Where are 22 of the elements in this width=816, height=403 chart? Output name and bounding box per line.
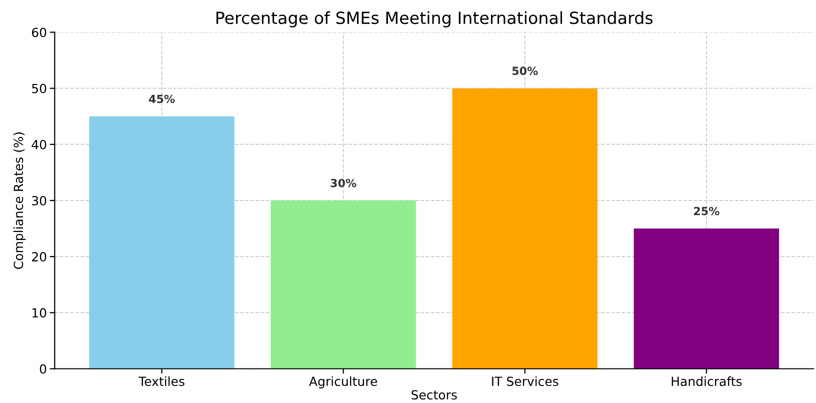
y-axis-title: Compliance Rates (%) (13, 132, 26, 269)
data-label: 30% (330, 178, 356, 188)
chart-title: Percentage of SMEs Meeting International Standards (216, 11, 653, 28)
data-label: 50% (512, 66, 538, 76)
y-tick-label: 50 (32, 84, 46, 94)
bar (89, 116, 234, 369)
y-tick-label: 20 (32, 252, 46, 262)
x-tick-label: Textiles (138, 376, 184, 386)
bar (270, 200, 416, 369)
bar (452, 88, 598, 369)
y-tick-label: 40 (32, 140, 46, 150)
y-tick-label: 30 (32, 196, 46, 206)
x-tick-label: Handicrafts (672, 376, 742, 386)
bar (634, 228, 780, 369)
y-tick-label: 60 (32, 28, 46, 38)
x-tick-label: IT Services (492, 376, 558, 386)
y-tick-label: 0 (40, 364, 46, 374)
data-label: 45% (148, 94, 175, 104)
data-label: 25% (694, 206, 720, 216)
x-tick-label: Agriculture (309, 376, 378, 388)
y-tick-label: 10 (32, 308, 46, 318)
x-axis-title: Sectors (412, 390, 457, 400)
